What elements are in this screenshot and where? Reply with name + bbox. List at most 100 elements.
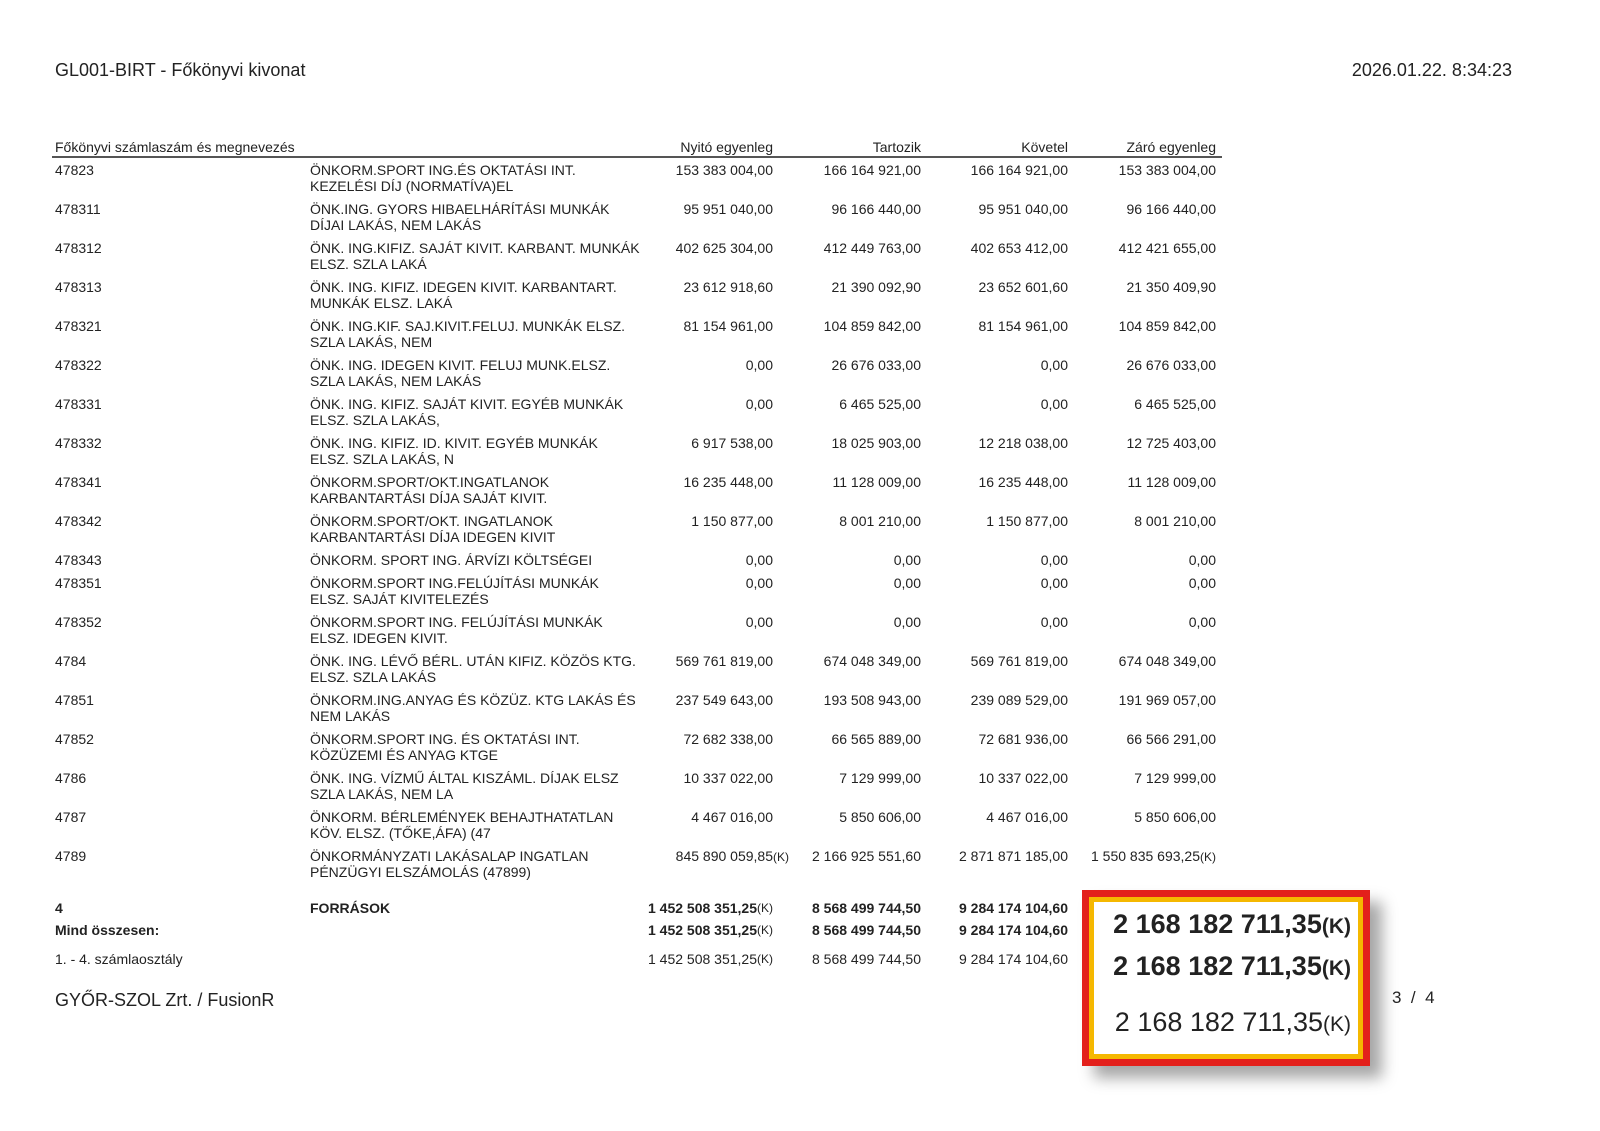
credit-cell: 12 218 038,00 [978,435,1068,451]
opening-cell: 237 549 643,00 [675,692,773,708]
opening-cell: 0,00 [745,552,773,568]
credit-flag: (K) [773,850,789,864]
opening-cell: 402 625 304,00 [675,240,773,256]
total-label: Mind összesen: [55,922,160,938]
account-name: ÖNKORM.SPORT ING.ÉS OKTATÁSI INT. KEZELÉ… [310,162,576,194]
account-number: 478313 [55,279,102,295]
debit-cell: 18 025 903,00 [831,435,921,451]
credit-cell: 23 652 601,60 [978,279,1068,295]
debit-cell: 193 508 943,00 [823,692,921,708]
account-number: 478351 [55,575,102,591]
closing-cell: 1 550 835 693,25 (K) [1091,848,1216,864]
closing-cell: 96 166 440,00 [1126,201,1216,217]
debit-cell: 11 128 009,00 [832,474,922,490]
account-name: ÖNK. ING. KIFIZ. SAJÁT KIVIT. EGYÉB MUNK… [310,396,624,428]
table-row: 478342 ÖNKORM.SPORT/OKT. INGATLANOK KARB… [52,513,1222,552]
debit-cell: 0,00 [893,552,921,568]
closing-cell: 104 859 842,00 [1118,318,1216,334]
credit-cell: 239 089 529,00 [970,692,1068,708]
page-number: 3 / 4 [1392,988,1435,1007]
table-row: 478322 ÖNK. ING. IDEGEN KIVIT. FELUJ MUN… [52,357,1222,396]
closing-cell: 191 969 057,00 [1118,692,1216,708]
total-label: 4 [55,900,63,916]
account-name: ÖNK.ING. GYORS HIBAELHÁRÍTÁSI MUNKÁK DÍJ… [310,201,610,233]
closing-cell: 153 383 004,00 [1118,162,1216,178]
account-name: ÖNK. ING. LÉVŐ BÉRL. UTÁN KIFIZ. KÖZÖS K… [310,653,636,685]
footer-company: GYŐR-SZOL Zrt. / FusionR [55,990,275,1010]
credit-cell: 95 951 040,00 [978,201,1068,217]
credit-cell: 81 154 961,00 [978,318,1068,334]
credit-cell: 9 284 174 104,60 [959,951,1068,967]
credit-cell: 0,00 [1040,552,1068,568]
credit-cell: 9 284 174 104,60 [959,922,1068,938]
credit-cell: 402 653 412,00 [970,240,1068,256]
closing-cell: 0,00 [1188,552,1216,568]
table-row: 4789 ÖNKORMÁNYZATI LAKÁSALAP INGATLAN PÉ… [52,848,1222,887]
table-row: 4786 ÖNK. ING. VÍZMŰ ÁLTAL KISZÁML. DÍJA… [52,770,1222,809]
opening-cell: 81 154 961,00 [683,318,773,334]
account-number: 47823 [55,162,94,178]
credit-cell: 0,00 [1040,357,1068,373]
account-number: 478311 [55,201,101,217]
debit-cell: 674 048 349,00 [823,653,921,669]
closing-cell: 11 128 009,00 [1127,474,1217,490]
total-row: Mind összesen: 1 452 508 351,25 (K) 8 568… [52,922,1222,940]
closing-cell: 8 001 210,00 [1134,513,1216,529]
col-account: Főkönyvi számlaszám és megnevezés [55,139,295,155]
closing-cell: 21 350 409,90 [1126,279,1216,295]
account-name: ÖNKORM.SPORT ING. ÉS OKTATÁSI INT. KÖZÜZ… [310,731,580,763]
account-name: ÖNKORM.SPORT/OKT.INGATLANOK KARBANTARTÁS… [310,474,550,506]
table-row: 478332 ÖNK. ING. KIFIZ. ID. KIVIT. EGYÉB… [52,435,1222,474]
table-body: 47823 ÖNKORM.SPORT ING.ÉS OKTATÁSI INT. … [52,158,1222,887]
closing-cell: 7 129 999,00 [1134,770,1216,786]
closing-cell: 674 048 349,00 [1118,653,1216,669]
debit-cell: 2 166 925 551,60 [812,848,921,864]
debit-cell: 8 568 499 744,50 [812,922,921,938]
closing-cell: 0,00 [1188,575,1216,591]
opening-cell: 845 890 059,85 (K) [675,848,789,864]
account-number: 47851 [55,692,94,708]
report-title: GL001-BIRT - Főkönyvi kivonat [55,60,306,80]
debit-cell: 66 565 889,00 [831,731,921,747]
credit-cell: 166 164 921,00 [970,162,1068,178]
opening-cell: 23 612 918,60 [683,279,773,295]
debit-cell: 96 166 440,00 [831,201,921,217]
debit-cell: 0,00 [893,614,921,630]
closing-cell: 12 725 403,00 [1126,435,1216,451]
debit-cell: 8 568 499 744,50 [812,951,921,967]
credit-cell: 9 284 174 104,60 [959,900,1068,916]
table-row: 47823 ÖNKORM.SPORT ING.ÉS OKTATÁSI INT. … [52,162,1222,201]
account-name: ÖNKORM.SPORT ING. FELÚJÍTÁSI MUNKÁK ELSZ… [310,614,603,646]
account-number: 4786 [55,770,87,786]
opening-cell: 1 452 508 351,25 (K) [648,922,773,938]
account-name: ÖNKORM.SPORT/OKT. INGATLANOK KARBANTARTÁ… [310,513,556,545]
credit-cell: 16 235 448,00 [978,474,1068,490]
account-number: 478321 [55,318,102,334]
account-name: ÖNKORM. BÉRLEMÉNYEK BEHAJTHATATLAN KÖV. … [310,809,614,841]
debit-cell: 8 001 210,00 [839,513,921,529]
debit-cell: 0,00 [893,575,921,591]
total-row: 4 FORRÁSOK 1 452 508 351,25 (K) 8 568 499… [52,900,1222,918]
account-name: ÖNKORM.ING.ANYAG ÉS KÖZÜZ. KTG LAKÁS ÉS … [310,692,636,724]
credit-cell: 1 150 877,00 [986,513,1068,529]
table-row: 478321 ÖNK. ING.KIF. SAJ.KIVIT.FELUJ. MU… [52,318,1222,357]
table-row: 478341 ÖNKORM.SPORT/OKT.INGATLANOK KARBA… [52,474,1222,513]
opening-cell: 0,00 [745,575,773,591]
closing-cell: 412 421 655,00 [1118,240,1216,256]
debit-cell: 8 568 499 744,50 [812,900,921,916]
table-row: 478352 ÖNKORM.SPORT ING. FELÚJÍTÁSI MUNK… [52,614,1222,653]
opening-cell: 72 682 338,00 [683,731,773,747]
ledger-table: Főkönyvi számlaszám és megnevezés Nyitó … [52,137,1222,887]
account-name: ÖNKORM. SPORT ING. ÁRVÍZI KÖLTSÉGEI [310,552,593,568]
debit-cell: 21 390 092,90 [831,279,921,295]
opening-cell: 95 951 040,00 [683,201,773,217]
report-timestamp: 2026.01.22. 8:34:23 [1351,60,1512,80]
debit-cell: 7 129 999,00 [839,770,921,786]
debit-cell: 26 676 033,00 [831,357,921,373]
table-row: 478313 ÖNK. ING. KIFIZ. IDEGEN KIVIT. KA… [52,279,1222,318]
credit-cell: 0,00 [1040,575,1068,591]
account-number: 47852 [55,731,94,747]
debit-cell: 412 449 763,00 [823,240,921,256]
opening-cell: 1 452 508 351,25 (K) [648,900,773,916]
account-number: 4784 [55,653,87,669]
